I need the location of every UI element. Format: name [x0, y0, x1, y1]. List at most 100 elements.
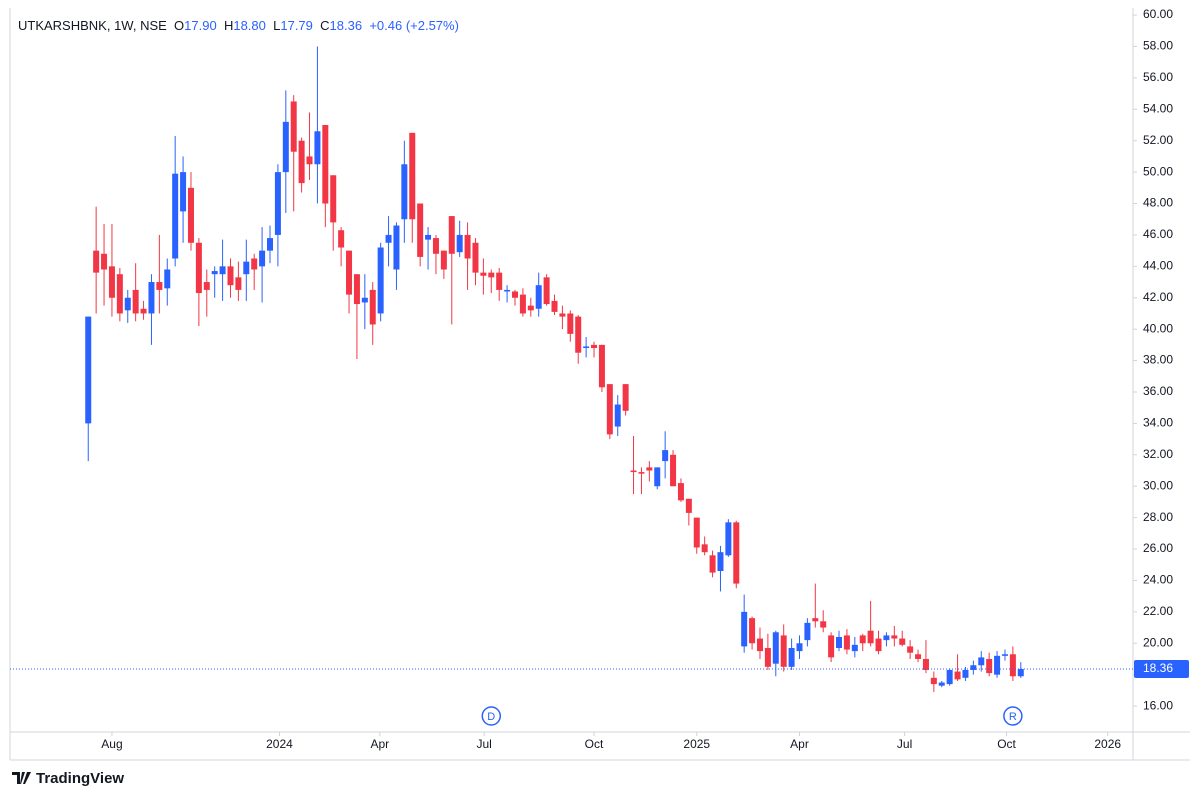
- candle-body: [812, 618, 819, 622]
- candle-body: [701, 544, 708, 553]
- candle-body: [527, 305, 534, 311]
- x-tick-label: Oct: [585, 737, 604, 751]
- candle-body: [630, 470, 637, 473]
- low: 17.79: [280, 18, 313, 33]
- candle-body: [156, 282, 163, 290]
- candle-body: [899, 638, 906, 645]
- y-tick-label: 54.00: [1143, 101, 1173, 115]
- candle-body: [132, 289, 139, 314]
- x-tick-label: 2024: [266, 737, 293, 751]
- candle-body: [535, 285, 542, 309]
- candle-body: [369, 289, 376, 325]
- candle-body: [962, 669, 969, 678]
- candle-body: [448, 216, 455, 254]
- candle-body: [796, 643, 803, 652]
- candle-body: [946, 669, 953, 685]
- candle-body: [219, 266, 226, 275]
- logo-icon: [12, 772, 31, 784]
- candle-body: [425, 234, 432, 240]
- candle-body: [780, 635, 787, 667]
- candle-body: [243, 261, 250, 275]
- candle-body: [259, 250, 266, 267]
- candle-body: [725, 522, 732, 556]
- y-tick-label: 44.00: [1143, 259, 1173, 273]
- candle-body: [496, 272, 503, 290]
- candle-body: [519, 294, 526, 314]
- candle-body: [330, 175, 337, 223]
- y-tick-label: 20.00: [1143, 635, 1173, 649]
- x-tick-label: Apr: [790, 737, 809, 751]
- candle-body: [772, 632, 779, 664]
- candle-body: [938, 682, 945, 686]
- candle-body: [140, 308, 147, 314]
- candle-body: [85, 316, 92, 424]
- candle-body: [267, 238, 274, 251]
- close: 18.36: [329, 18, 363, 33]
- high: 18.80: [233, 18, 266, 33]
- candle-body: [741, 611, 748, 647]
- y-tick-label: 22.00: [1143, 604, 1173, 618]
- candle-body: [907, 646, 914, 653]
- open: 17.90: [184, 18, 217, 33]
- y-tick-label: 38.00: [1143, 353, 1173, 367]
- candle-body: [836, 636, 843, 648]
- change: +0.46 (+2.57%): [369, 18, 459, 33]
- candle-body: [851, 644, 858, 652]
- y-tick-label: 50.00: [1143, 164, 1173, 178]
- candle-body: [227, 266, 234, 286]
- candle-body: [875, 638, 882, 652]
- candle-body: [867, 630, 874, 644]
- y-tick-label: 58.00: [1143, 39, 1173, 53]
- candle-body: [440, 250, 447, 270]
- candle-body: [638, 472, 645, 474]
- x-tick-label: 2026: [1094, 737, 1121, 751]
- symbol: UTKARSHBNK, 1W, NSE: [18, 18, 167, 33]
- candle-body: [377, 247, 384, 314]
- candle-body: [662, 450, 669, 462]
- candle-body: [978, 657, 985, 666]
- candle-body: [598, 344, 605, 388]
- candle-body: [211, 271, 218, 275]
- y-tick-label: 42.00: [1143, 290, 1173, 304]
- y-tick-label: 56.00: [1143, 70, 1173, 84]
- candle-body: [164, 269, 171, 289]
- y-tick-label: 28.00: [1143, 510, 1173, 524]
- candle-body: [361, 297, 368, 303]
- candle-body: [970, 665, 977, 670]
- y-tick-label: 60.00: [1143, 7, 1173, 21]
- l-label: L: [273, 18, 281, 33]
- o-label: O: [174, 18, 185, 33]
- x-tick-label: Apr: [371, 737, 390, 751]
- y-tick-label: 16.00: [1143, 698, 1173, 712]
- plot: [85, 46, 1024, 692]
- candle-body: [591, 344, 598, 349]
- candle-body: [1001, 654, 1008, 656]
- brand: TradingView: [36, 770, 124, 787]
- candle-body: [622, 384, 629, 411]
- candle-body: [843, 635, 850, 650]
- candle-body: [108, 266, 115, 298]
- candle-body: [488, 272, 495, 278]
- event-label: D: [487, 711, 495, 723]
- candle-body: [764, 647, 771, 667]
- candle-body: [314, 131, 321, 165]
- candle-body: [180, 172, 187, 212]
- candle-body: [559, 313, 566, 317]
- candle-body: [172, 173, 179, 259]
- candle-body: [693, 517, 700, 548]
- candle-body: [290, 101, 297, 152]
- event-marker: [481, 706, 502, 726]
- x-tick-label: 2025: [683, 737, 710, 751]
- x-tick-label: Jul: [477, 737, 492, 751]
- candle-body: [393, 225, 400, 270]
- candle-body: [409, 132, 416, 220]
- candle-body: [187, 187, 194, 243]
- candle-body: [930, 677, 937, 685]
- last-price-tag: [1134, 660, 1189, 679]
- candle-body: [282, 121, 289, 173]
- candle-body: [575, 316, 582, 353]
- candle-body: [195, 242, 202, 294]
- candle-body: [116, 274, 123, 314]
